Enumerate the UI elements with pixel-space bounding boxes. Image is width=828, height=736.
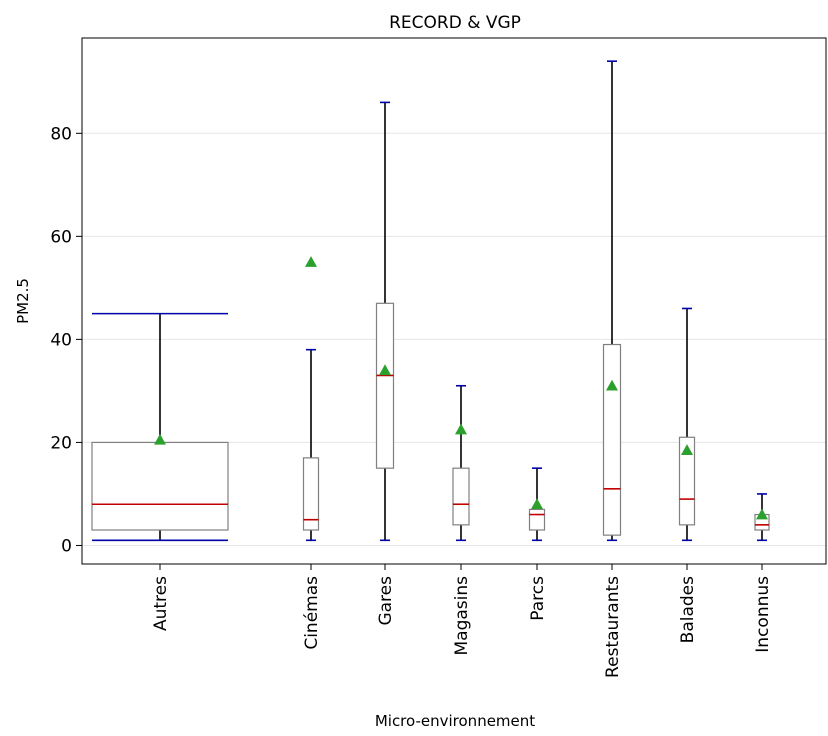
box-balades	[678, 307, 696, 542]
y-tick-label: 20	[50, 433, 72, 453]
iqr-box	[375, 302, 395, 469]
iqr-box	[602, 343, 622, 536]
y-tick-label: 0	[61, 536, 72, 556]
box-cinémas	[302, 256, 320, 542]
iqr-box	[302, 457, 320, 531]
iqr-box	[452, 467, 470, 526]
x-tick-label: Inconnus	[753, 576, 773, 653]
iqr-box	[528, 508, 546, 531]
box-autres	[91, 312, 229, 542]
box-gares	[375, 101, 395, 542]
x-tick-label: Parcs	[528, 576, 548, 621]
mean-marker	[379, 364, 391, 376]
x-tick-label: Gares	[376, 576, 396, 626]
chart-title: RECORD & VGP	[389, 13, 521, 33]
x-tick-label: Cinémas	[302, 576, 322, 650]
y-tick-label: 80	[50, 124, 72, 144]
y-tick-label: 40	[50, 330, 72, 350]
mean-marker	[756, 508, 768, 520]
x-tick-label: Magasins	[452, 576, 472, 656]
iqr-box	[91, 441, 229, 531]
x-axis-label: Micro-environnement	[375, 712, 535, 730]
boxes-layer	[91, 60, 770, 542]
mean-marker	[455, 423, 467, 435]
x-tick-label: Balades	[678, 576, 698, 643]
mean-marker	[681, 444, 693, 455]
plot-frame	[81, 37, 827, 565]
mean-marker	[154, 433, 166, 445]
mean-marker	[606, 379, 618, 391]
y-axis: 0 20 40 60 80	[50, 124, 82, 556]
y-tick-label: 60	[50, 227, 72, 247]
box-parcs	[528, 467, 546, 542]
mean-marker	[531, 498, 543, 510]
box-inconnus	[754, 493, 770, 542]
box-magasins	[452, 384, 470, 542]
x-tick-label: Autres	[151, 576, 171, 631]
x-tick-label: Restaurants	[603, 576, 623, 678]
y-axis-label: PM2.5	[14, 278, 32, 324]
mean-marker	[305, 256, 317, 267]
x-axis: Autres Cinémas Gares Magasins Parcs Restauran…	[151, 564, 773, 678]
iqr-box	[678, 436, 696, 526]
box-restaurants	[602, 60, 622, 542]
